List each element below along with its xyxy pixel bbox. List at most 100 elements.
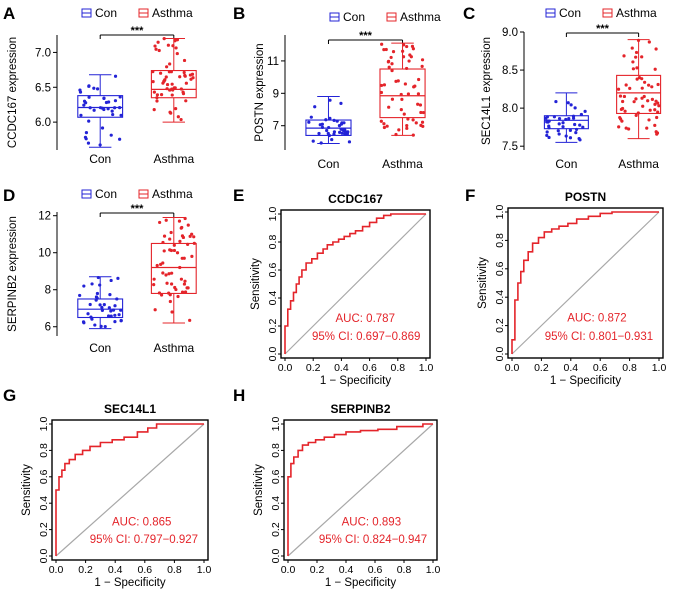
data-point bbox=[411, 47, 415, 51]
data-point bbox=[568, 136, 573, 140]
panel-letter-D: D bbox=[3, 186, 15, 205]
data-point bbox=[159, 262, 163, 267]
data-point bbox=[390, 97, 395, 101]
data-point bbox=[391, 50, 396, 54]
data-point bbox=[583, 109, 587, 113]
data-point bbox=[394, 132, 398, 137]
data-point bbox=[640, 77, 644, 81]
y-tick-label: 0.8 bbox=[494, 233, 506, 248]
data-point bbox=[119, 113, 123, 117]
chart-title: CCDC167 bbox=[328, 192, 383, 206]
y-tick-label: 0.6 bbox=[38, 469, 50, 484]
data-point bbox=[159, 293, 164, 297]
data-point bbox=[328, 116, 332, 120]
data-point bbox=[405, 126, 409, 130]
data-point bbox=[178, 239, 182, 243]
data-point bbox=[335, 119, 339, 123]
y-axis-label: CCDC167 expression bbox=[7, 37, 19, 148]
data-point bbox=[647, 83, 651, 87]
data-point bbox=[634, 97, 638, 101]
plot-frame bbox=[280, 209, 431, 359]
x-tick-label: 0.2 bbox=[78, 564, 93, 576]
data-point bbox=[90, 282, 94, 286]
data-point bbox=[152, 108, 156, 112]
data-point bbox=[646, 99, 650, 103]
data-point bbox=[164, 218, 168, 222]
data-point bbox=[188, 318, 192, 322]
data-point bbox=[157, 291, 162, 295]
data-point bbox=[152, 282, 156, 287]
data-point bbox=[95, 291, 100, 296]
data-point bbox=[556, 129, 560, 133]
x-axis-label: 1 − Specificity bbox=[550, 375, 622, 387]
data-point bbox=[168, 299, 172, 304]
data-point bbox=[647, 118, 651, 122]
x-tick-label: 0.4 bbox=[563, 362, 578, 374]
data-point bbox=[100, 126, 105, 130]
data-point bbox=[624, 83, 628, 87]
data-point bbox=[99, 324, 103, 329]
x-category-label: Con bbox=[89, 152, 111, 166]
y-tick-label: 0.8 bbox=[270, 443, 282, 458]
data-point bbox=[337, 124, 342, 128]
x-axis-label: 1 − Specificity bbox=[320, 375, 392, 387]
legend-label-con: Con bbox=[343, 10, 365, 24]
data-point bbox=[171, 88, 175, 92]
data-point bbox=[161, 240, 165, 245]
significance-bracket: *** bbox=[565, 23, 640, 37]
data-point bbox=[110, 109, 114, 113]
iqr-box bbox=[150, 69, 197, 99]
data-point bbox=[164, 75, 168, 79]
ci-label: 95% CI: 0.801−0.931 bbox=[545, 331, 653, 343]
data-point bbox=[628, 86, 632, 90]
data-point bbox=[325, 128, 329, 133]
data-point bbox=[100, 308, 104, 312]
data-point bbox=[573, 106, 577, 110]
diagonal-reference-line bbox=[511, 211, 660, 355]
data-point bbox=[103, 324, 107, 329]
data-point bbox=[170, 282, 174, 286]
data-point bbox=[416, 102, 420, 106]
roc-panel-f: POSTN 0.00.0 0.2 0.2 0.4 0.4 0.6 0.6 0.8 0.8 1.0 1.… bbox=[477, 190, 666, 387]
y-tick-label: 12 bbox=[38, 211, 51, 223]
data-point bbox=[324, 118, 328, 122]
data-point bbox=[162, 249, 166, 253]
data-point bbox=[577, 136, 581, 141]
y-tick-label: 7.5 bbox=[502, 141, 518, 153]
data-point bbox=[421, 110, 425, 115]
data-point bbox=[399, 92, 403, 97]
data-point bbox=[165, 87, 169, 91]
data-point bbox=[167, 291, 171, 295]
data-point bbox=[162, 234, 167, 238]
data-point bbox=[544, 116, 548, 120]
data-point bbox=[174, 107, 178, 111]
data-point bbox=[307, 120, 311, 124]
legend-label-asthma: Asthma bbox=[400, 10, 441, 24]
data-point bbox=[328, 98, 332, 102]
chart-title: SERPINB2 bbox=[330, 402, 390, 416]
roc-panel-g: SEC14L1 0.00.0 0.2 0.2 0.4 0.4 0.6 0.6 0.8 0.8 1.0… bbox=[21, 402, 211, 589]
data-point bbox=[407, 59, 411, 63]
x-axis-label: 1 − Specificity bbox=[325, 577, 397, 589]
data-point bbox=[642, 94, 646, 99]
y-tick-label: 9.0 bbox=[502, 27, 518, 39]
data-point bbox=[655, 115, 659, 120]
data-point bbox=[568, 128, 572, 132]
data-point bbox=[400, 97, 404, 101]
ci-label: 95% CI: 0.697−0.869 bbox=[312, 331, 420, 343]
data-point bbox=[332, 132, 336, 136]
data-point bbox=[420, 58, 425, 62]
auc-label: AUC: 0.872 bbox=[567, 312, 626, 324]
data-point bbox=[153, 308, 157, 312]
data-point bbox=[656, 110, 660, 114]
data-point bbox=[183, 279, 187, 283]
data-point bbox=[656, 101, 660, 105]
boxplot-panel-a: 6.0 6.5 7.0 CCDC167 expression Con Asthma *** C… bbox=[7, 6, 197, 166]
data-point bbox=[382, 125, 386, 130]
data-point bbox=[655, 131, 660, 135]
y-tick-label: 0.0 bbox=[494, 347, 506, 362]
data-point bbox=[170, 82, 174, 86]
plot-frame bbox=[283, 419, 438, 561]
data-point bbox=[87, 84, 91, 88]
data-point bbox=[618, 94, 623, 98]
